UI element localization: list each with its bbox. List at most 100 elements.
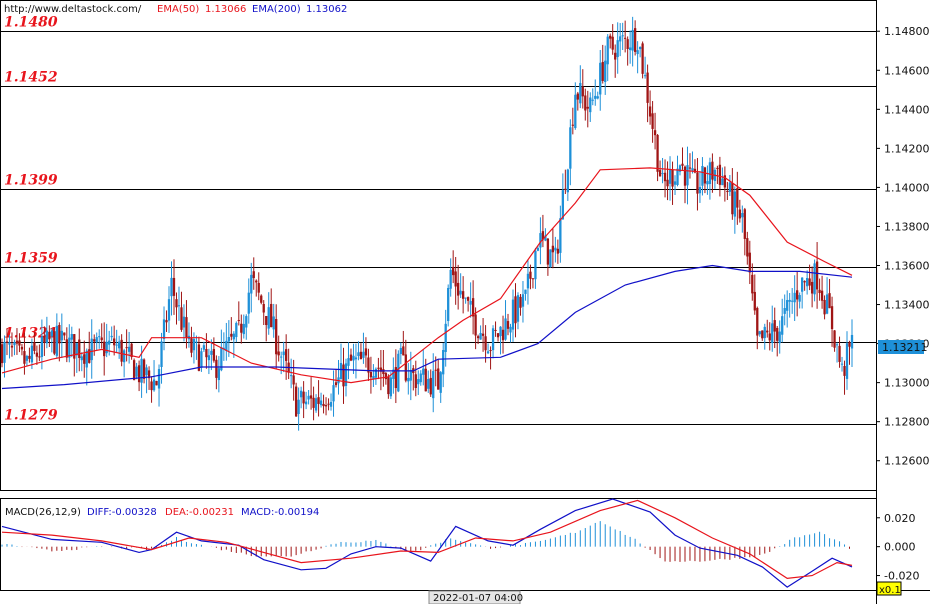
candle-body — [237, 320, 240, 322]
candle-body — [282, 351, 285, 356]
candle-body — [624, 37, 627, 39]
candle-body — [95, 337, 98, 343]
candle-body — [38, 356, 41, 358]
candle-body — [207, 355, 211, 361]
price-axis-label: 1.13000 — [884, 377, 930, 390]
candle-body — [626, 39, 629, 49]
candle-body — [439, 372, 442, 393]
candle-body — [78, 339, 81, 359]
candle-body — [80, 356, 83, 361]
candle-body — [501, 329, 505, 341]
zoom-badge[interactable]: x0.1 — [876, 581, 902, 596]
price-axis-label: 1.14200 — [884, 142, 930, 155]
candle-body — [581, 86, 584, 97]
candle-body — [414, 374, 417, 388]
candle-body — [53, 331, 56, 354]
candle-body — [658, 170, 662, 177]
candle-body — [220, 347, 223, 371]
price-axis-label: 1.14000 — [884, 181, 930, 194]
candle-body — [270, 303, 273, 328]
candle-body — [756, 307, 759, 336]
candle-body — [167, 299, 171, 321]
candle-body — [476, 336, 480, 339]
candle-body — [746, 238, 749, 257]
macd-axis-label: 0.020 — [884, 512, 916, 525]
candle-body — [601, 61, 604, 81]
macd-axis-label: 0.000 — [884, 541, 916, 554]
candle-body — [571, 124, 574, 126]
crosshair-date-label: 2022-01-07 04:00 — [428, 590, 523, 604]
candle-body — [245, 316, 248, 328]
candle-body — [464, 297, 467, 299]
candle-body — [357, 352, 360, 357]
candle-body — [474, 314, 477, 336]
candle-body — [646, 72, 649, 103]
candle-body — [825, 294, 829, 314]
candle-body — [417, 379, 420, 385]
price-axis-label: 1.14400 — [884, 103, 930, 116]
header-url[interactable]: http://www.deltastock.com/ — [4, 4, 142, 15]
candle-body — [845, 343, 849, 379]
candle-body — [277, 351, 280, 356]
candle-body — [591, 99, 594, 101]
candle-body — [833, 330, 836, 348]
candle-body — [314, 398, 318, 411]
candle-body — [761, 330, 764, 339]
candle-body — [397, 353, 400, 392]
candle-body — [671, 169, 674, 187]
candlesticks — [0, 16, 854, 431]
candle-body — [177, 305, 181, 307]
candle-body — [135, 366, 138, 377]
candle-body — [359, 351, 363, 360]
candle-body — [651, 113, 654, 129]
candle-body — [5, 341, 9, 343]
candle-body — [449, 269, 452, 289]
candle-body — [235, 322, 238, 338]
candle-body — [783, 308, 786, 314]
candle-body — [519, 296, 522, 308]
candle-body — [529, 271, 532, 279]
candle-body — [753, 291, 756, 311]
candle-body — [28, 355, 31, 359]
candle-body — [250, 274, 253, 294]
candle-body — [427, 378, 430, 389]
candle-body — [466, 297, 470, 301]
candle-body — [549, 249, 552, 267]
candle-body — [788, 299, 791, 302]
candle-body — [798, 295, 801, 302]
candle-body — [13, 342, 16, 346]
candle-body — [190, 338, 193, 353]
candle-body — [197, 344, 201, 371]
ema200-label: EMA(200) — [252, 4, 301, 15]
candle-body — [594, 95, 597, 99]
candle-body — [673, 181, 677, 185]
candle-body — [118, 341, 121, 349]
candle-body — [666, 179, 669, 187]
candle-body — [48, 331, 51, 340]
candle-body — [113, 338, 116, 346]
candle-body — [696, 172, 699, 194]
ema200-line — [1, 264, 853, 390]
candle-body — [706, 181, 709, 185]
candle-body — [524, 289, 527, 294]
candle-body — [367, 357, 370, 373]
candle-body — [275, 319, 278, 355]
candle-body — [681, 163, 684, 166]
candle-body — [329, 402, 333, 407]
candle-body — [638, 46, 642, 50]
candle-body — [309, 395, 313, 399]
candle-body — [215, 359, 218, 378]
candle-body — [45, 330, 49, 344]
candle-body — [559, 218, 562, 253]
candle-body — [643, 75, 647, 77]
candle-body — [541, 231, 545, 240]
candle-body — [843, 366, 846, 376]
ema50-value: 1.13066 — [205, 4, 246, 15]
candle-body — [73, 334, 76, 359]
candle-body — [280, 356, 283, 358]
candle-body — [302, 391, 305, 404]
candle-body — [469, 300, 472, 305]
candle-body — [312, 397, 315, 408]
candle-body — [252, 271, 255, 279]
candle-body — [140, 358, 143, 383]
